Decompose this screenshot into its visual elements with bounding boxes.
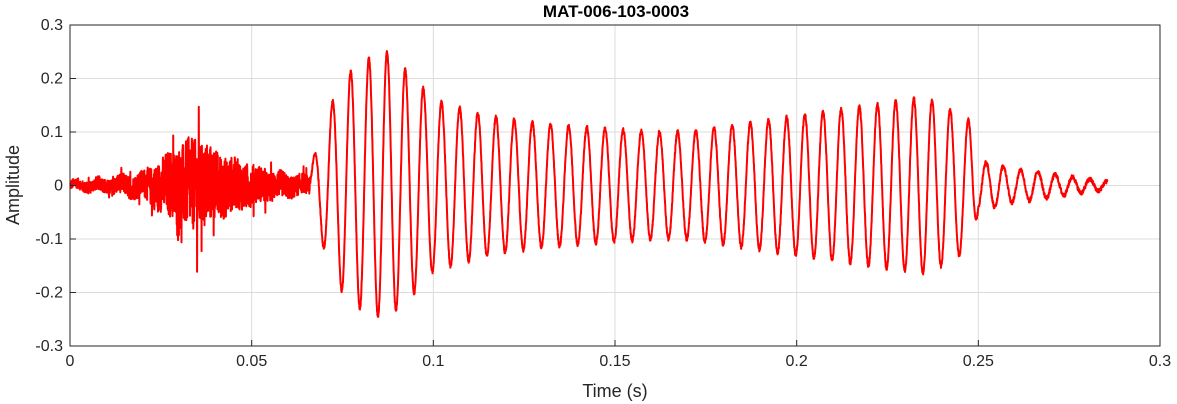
x-tick-label-6: 0.3	[1149, 353, 1171, 370]
x-tick-label-0: 0	[66, 353, 75, 370]
chart-title: MAT-006-103-0003	[543, 2, 689, 21]
signal-line	[69, 50, 1109, 318]
y-tick-label-3: 0	[54, 178, 63, 195]
y-tick-label-0: -0.3	[35, 338, 63, 355]
y-axis-label: Amplitude	[3, 145, 23, 225]
y-tick-label-1: -0.2	[35, 285, 63, 302]
y-axis-ticks: -0.3 -0.2 -0.1 0 0.1 0.2 0.3	[35, 17, 76, 355]
x-tick-label-5: 0.25	[963, 353, 994, 370]
x-axis-label: Time (s)	[582, 381, 647, 401]
signal-series	[69, 50, 1109, 318]
y-tick-label-4: 0.1	[41, 124, 63, 141]
x-tick-label-3: 0.15	[599, 353, 630, 370]
x-axis-ticks: 0 0.05 0.1 0.15 0.2 0.25 0.3	[66, 340, 1171, 370]
y-tick-label-2: -0.1	[35, 231, 63, 248]
x-tick-label-2: 0.1	[422, 353, 444, 370]
x-tick-label-1: 0.05	[236, 353, 267, 370]
y-tick-label-6: 0.3	[41, 17, 63, 34]
x-tick-label-4: 0.2	[786, 353, 808, 370]
y-tick-label-5: 0.2	[41, 71, 63, 88]
